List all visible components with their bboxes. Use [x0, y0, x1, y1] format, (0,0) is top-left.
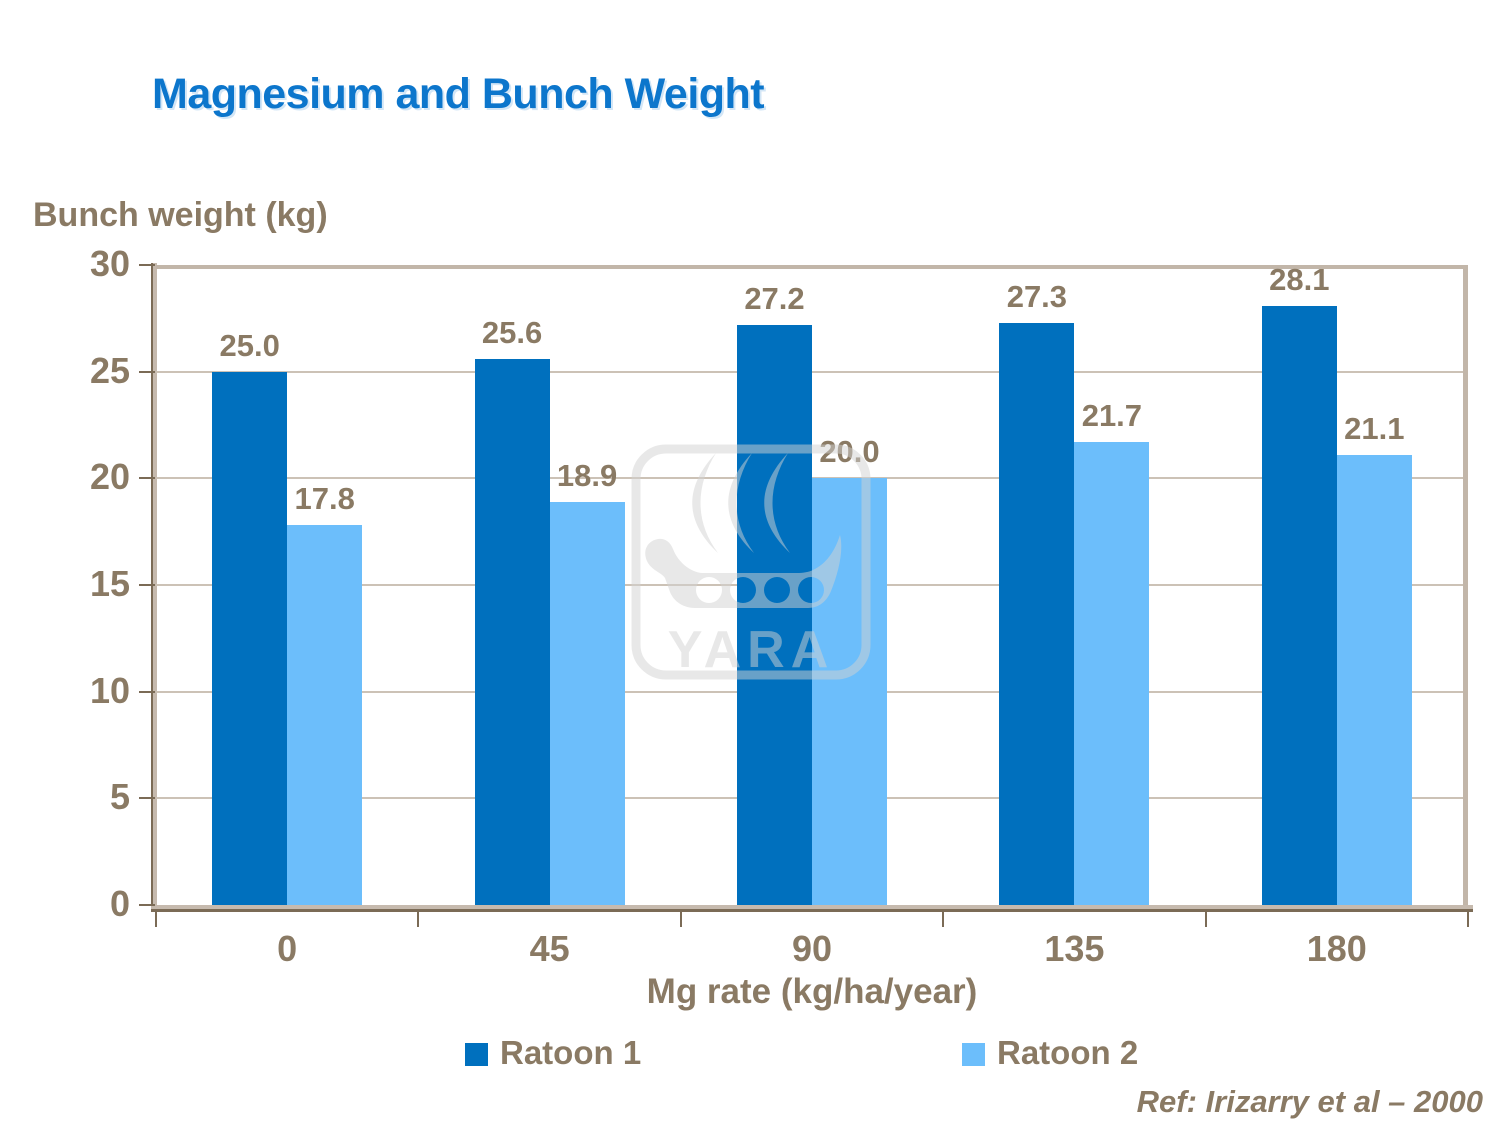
bar-ratoon-2-45: 18.9: [549, 458, 625, 905]
legend-label: Ratoon 2: [997, 1034, 1139, 1071]
y-axis-tick-30: [139, 264, 155, 266]
y-axis-tick-25: [139, 370, 155, 373]
x-axis-tick-5: [1467, 912, 1469, 927]
bar-ratoon-1-0: 25.0: [212, 328, 288, 905]
bar-ratoon-1-90: 27.2: [736, 281, 812, 905]
x-axis-label-90: 90: [791, 928, 833, 969]
y-axis-label-25: 25: [89, 349, 130, 391]
bar-value-label: 28.1: [1269, 261, 1330, 297]
x-axis-line: [151, 905, 1473, 912]
bar-ratoon-1-45: 25.6: [474, 315, 550, 905]
y-axis-label-10: 10: [89, 669, 130, 711]
bar-value-label: 17.8: [294, 481, 355, 517]
legend-swatch-ratoon-1: [465, 1042, 488, 1066]
y-axis-label-30: 30: [89, 243, 130, 284]
x-axis-label-0: 0: [277, 928, 298, 969]
x-axis-tick-2: [679, 912, 682, 927]
bar-group-0: 25.0 17.8: [156, 265, 418, 905]
bar-ratoon-2-90: 20.0: [811, 434, 887, 905]
y-axis-tick-15: [139, 584, 155, 586]
slide-title: Magnesium and Bunch Weight: [152, 70, 765, 118]
y-axis-label-15: 15: [89, 563, 130, 604]
bar-ratoon-2-135: 21.7: [1074, 398, 1150, 905]
y-axis-tick-20: [139, 477, 155, 480]
x-axis-label-135: 135: [1044, 928, 1105, 969]
bar-group-90: 27.2 20.0: [681, 265, 943, 905]
x-axis-label-45: 45: [529, 928, 570, 969]
bar-group-45: 25.6 18.9: [418, 265, 680, 905]
bar-value-label: 25.6: [481, 314, 543, 350]
y-axis-label-0: 0: [109, 883, 130, 924]
bar-group-135: 27.3 21.7: [943, 265, 1205, 905]
x-axis-title: Mg rate (kg/ha/year): [646, 972, 978, 1011]
bar-ratoon-2-180: 21.1: [1336, 411, 1412, 905]
bar-ratoon-1-135: 27.3: [999, 279, 1075, 905]
bar-value-label: 21.1: [1344, 410, 1405, 446]
x-axis-tick-0: [155, 912, 157, 927]
y-axis-label-20: 20: [89, 456, 130, 498]
reference-text: Ref: Irizarry et al – 2000: [1136, 1084, 1483, 1119]
bar-ratoon-2-0: 17.8: [287, 481, 363, 905]
legend: Ratoon 1 Ratoon 2: [0, 1034, 1501, 1074]
x-axis-tick-1: [417, 912, 420, 927]
y-axis-title: Bunch weight (kg): [33, 196, 328, 234]
legend-item-ratoon-2: Ratoon 2: [962, 1034, 1138, 1072]
y-axis-tick-0: [139, 904, 155, 906]
legend-item-ratoon-1: Ratoon 1: [465, 1034, 641, 1072]
y-axis-tick-10: [139, 690, 155, 693]
x-axis-tick-3: [942, 912, 945, 927]
bar-value-label: 27.3: [1006, 278, 1068, 314]
bar-group-180: 28.1 21.1: [1206, 262, 1468, 905]
x-axis-label-180: 180: [1306, 928, 1367, 969]
bar-value-label: 27.2: [744, 280, 805, 316]
bar-value-label: 21.7: [1081, 398, 1143, 434]
x-axis-tick-4: [1204, 912, 1207, 927]
y-axis-label-5: 5: [109, 776, 130, 818]
legend-label: Ratoon 1: [500, 1034, 642, 1071]
bar-value-label: 20.0: [819, 434, 880, 470]
y-axis-tick-5: [139, 797, 155, 800]
bar-value-label: 18.9: [556, 457, 618, 493]
bar-value-label: 25.0: [219, 327, 280, 363]
legend-swatch-ratoon-2: [962, 1042, 985, 1066]
bar-ratoon-1-180: 28.1: [1261, 262, 1337, 905]
